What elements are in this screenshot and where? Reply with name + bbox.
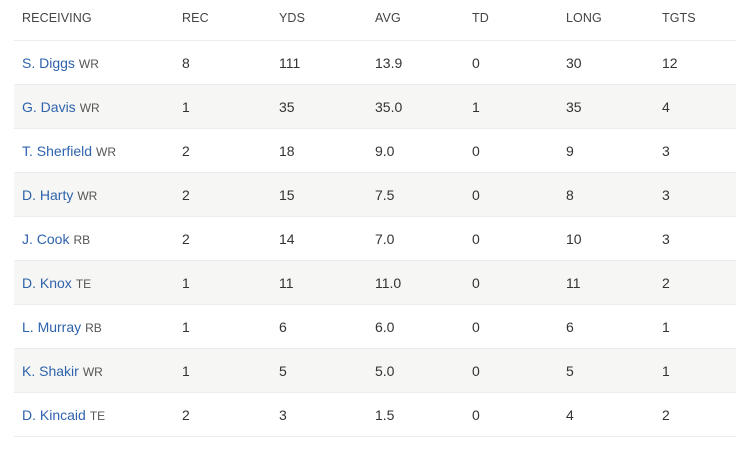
receiving-stats-table: RECEIVING REC YDS AVG TD LONG TGTS S. Di… [14, 0, 736, 437]
column-header-td[interactable]: TD [472, 11, 489, 25]
player-cell: T. Sherfield WR [14, 143, 182, 159]
tgts-value: 1 [662, 318, 670, 335]
td-value: 0 [472, 186, 480, 203]
avg-value: 9.0 [375, 142, 395, 159]
player-name-link[interactable]: T. Sherfield [22, 142, 93, 159]
table-row: S. Diggs WR 8 111 13.9 0 30 12 [14, 41, 736, 85]
yds-value: 14 [279, 230, 295, 247]
player-name-link[interactable]: K. Shakir [22, 362, 79, 379]
yds-value: 11 [279, 274, 294, 291]
td-value: 0 [472, 318, 480, 335]
yds-value: 15 [279, 186, 295, 203]
long-value: 8 [566, 186, 574, 203]
avg-value: 7.0 [375, 230, 395, 247]
player-position: WR [77, 188, 98, 203]
avg-value: 11.0 [375, 274, 402, 291]
yds-value: 6 [279, 318, 287, 335]
player-name-link[interactable]: L. Murray [22, 318, 82, 335]
td-value: 1 [472, 98, 480, 115]
yds-value: 18 [279, 142, 295, 159]
yds-value: 3 [279, 406, 287, 423]
rec-value: 2 [182, 406, 190, 423]
long-value: 10 [566, 230, 582, 247]
tgts-value: 3 [662, 186, 670, 203]
player-position: RB [73, 232, 91, 247]
tgts-value: 2 [662, 406, 670, 423]
long-value: 35 [566, 98, 582, 115]
long-value: 11 [566, 274, 581, 291]
td-value: 0 [472, 406, 480, 423]
player-cell: K. Shakir WR [14, 363, 182, 379]
rec-value: 2 [182, 230, 190, 247]
player-position: WR [79, 100, 100, 115]
rec-value: 1 [182, 362, 190, 379]
td-value: 0 [472, 142, 480, 159]
table-row: T. Sherfield WR 2 18 9.0 0 9 3 [14, 129, 736, 173]
table-row: K. Shakir WR 1 5 5.0 0 5 1 [14, 349, 736, 393]
long-value: 5 [566, 362, 574, 379]
player-name-link[interactable]: G. Davis [22, 98, 76, 115]
rec-value: 1 [182, 98, 190, 115]
yds-value: 5 [279, 362, 287, 379]
table-row: D. Knox TE 1 11 11.0 0 11 2 [14, 261, 736, 305]
table-row: L. Murray RB 1 6 6.0 0 6 1 [14, 305, 736, 349]
player-name-link[interactable]: D. Kincaid [22, 406, 86, 423]
player-position: TE [89, 408, 106, 423]
td-value: 0 [472, 230, 480, 247]
player-position: WR [82, 364, 103, 379]
player-cell: D. Harty WR [14, 187, 182, 203]
avg-value: 7.5 [375, 186, 395, 203]
player-position: RB [85, 320, 102, 335]
table-row: G. Davis WR 1 35 35.0 1 35 4 [14, 85, 736, 129]
rec-value: 1 [182, 274, 190, 291]
avg-value: 6.0 [375, 318, 395, 335]
column-header-rec[interactable]: REC [182, 11, 209, 25]
td-value: 0 [472, 274, 480, 291]
long-value: 4 [566, 406, 574, 423]
yds-value: 35 [279, 98, 295, 115]
tgts-value: 1 [662, 362, 670, 379]
avg-value: 5.0 [375, 362, 395, 379]
yds-value: 111 [279, 54, 301, 71]
player-position: TE [75, 276, 92, 291]
player-name-link[interactable]: S. Diggs [22, 54, 75, 71]
rec-value: 2 [182, 186, 190, 203]
avg-value: 35.0 [375, 98, 403, 115]
rec-value: 2 [182, 142, 190, 159]
player-cell: S. Diggs WR [14, 55, 182, 71]
tgts-value: 4 [662, 98, 670, 115]
avg-value: 1.5 [375, 406, 395, 423]
rec-value: 1 [182, 318, 190, 335]
rec-value: 8 [182, 54, 190, 71]
tgts-value: 2 [662, 274, 670, 291]
td-value: 0 [472, 54, 480, 71]
player-name-link[interactable]: J. Cook [22, 230, 70, 247]
column-header-long[interactable]: LONG [566, 11, 602, 25]
long-value: 6 [566, 318, 574, 335]
player-cell: G. Davis WR [14, 99, 182, 115]
player-position: WR [96, 144, 117, 159]
tgts-value: 3 [662, 142, 670, 159]
avg-value: 13.9 [375, 54, 403, 71]
player-name-link[interactable]: D. Harty [22, 186, 74, 203]
long-value: 30 [566, 54, 582, 71]
column-header-tgts[interactable]: TGTS [662, 11, 696, 25]
player-cell: D. Kincaid TE [14, 407, 182, 423]
player-name-link[interactable]: D. Knox [22, 274, 72, 291]
column-header-receiving[interactable]: RECEIVING [22, 11, 92, 25]
table-row: D. Kincaid TE 2 3 1.5 0 4 2 [14, 393, 736, 437]
column-header-yds[interactable]: YDS [279, 11, 306, 25]
tgts-value: 12 [662, 54, 678, 71]
table-header-row: RECEIVING REC YDS AVG TD LONG TGTS [14, 0, 736, 41]
player-cell: L. Murray RB [14, 319, 182, 335]
long-value: 9 [566, 142, 574, 159]
player-cell: D. Knox TE [14, 275, 182, 291]
td-value: 0 [472, 362, 480, 379]
table-row: D. Harty WR 2 15 7.5 0 8 3 [14, 173, 736, 217]
tgts-value: 3 [662, 230, 670, 247]
player-position: WR [78, 56, 99, 71]
column-header-avg[interactable]: AVG [375, 11, 401, 25]
player-cell: J. Cook RB [14, 231, 182, 247]
table-row: J. Cook RB 2 14 7.0 0 10 3 [14, 217, 736, 261]
